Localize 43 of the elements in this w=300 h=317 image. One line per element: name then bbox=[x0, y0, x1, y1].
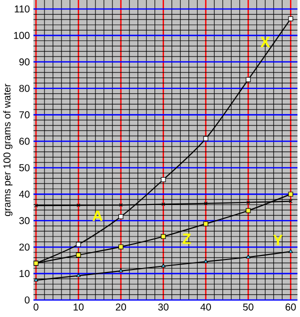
point bbox=[118, 244, 124, 250]
point bbox=[161, 264, 166, 268]
y-tick-label: 80 bbox=[19, 84, 30, 92]
x-tick-label: 20 bbox=[116, 304, 126, 311]
y-tick-label: 10 bbox=[20, 270, 30, 278]
x-tick-label: 0 bbox=[34, 304, 38, 311]
y-tick-label: 20 bbox=[19, 244, 30, 251]
point bbox=[246, 208, 251, 214]
point bbox=[76, 252, 81, 258]
y-tick-label: 90 bbox=[19, 58, 30, 66]
point bbox=[119, 203, 123, 207]
point bbox=[204, 259, 208, 264]
y-tick-label: 70 bbox=[19, 111, 30, 118]
point bbox=[160, 177, 166, 182]
y-tick-label: 30 bbox=[19, 217, 30, 224]
x-tick-label: 40 bbox=[200, 304, 211, 311]
point bbox=[203, 136, 208, 142]
y-tick-label: 60 bbox=[19, 138, 30, 145]
point bbox=[246, 77, 251, 82]
y-tick-label: 110 bbox=[14, 5, 30, 13]
point bbox=[288, 249, 293, 253]
x-tick-label: 10 bbox=[74, 304, 84, 311]
y-tick-label: 100 bbox=[14, 32, 30, 39]
point bbox=[76, 273, 81, 278]
y-tick-label: 50 bbox=[19, 164, 30, 172]
point bbox=[76, 242, 81, 247]
x-tick-label: 30 bbox=[158, 304, 168, 311]
point bbox=[160, 234, 166, 239]
point bbox=[246, 254, 250, 259]
point bbox=[203, 221, 208, 226]
point bbox=[118, 214, 124, 220]
point bbox=[288, 16, 294, 22]
y-tick-label: 0 bbox=[24, 296, 30, 304]
point bbox=[118, 268, 124, 272]
y-tick-label: 40 bbox=[19, 190, 30, 198]
point bbox=[204, 202, 208, 206]
y-axis-title: grams per 100 grams of water bbox=[3, 84, 12, 216]
point bbox=[76, 203, 80, 208]
x-tick-label: 50 bbox=[243, 304, 254, 311]
point bbox=[161, 202, 166, 206]
point bbox=[288, 192, 294, 197]
point bbox=[246, 200, 250, 204]
x-tick-label: 60 bbox=[286, 304, 296, 311]
